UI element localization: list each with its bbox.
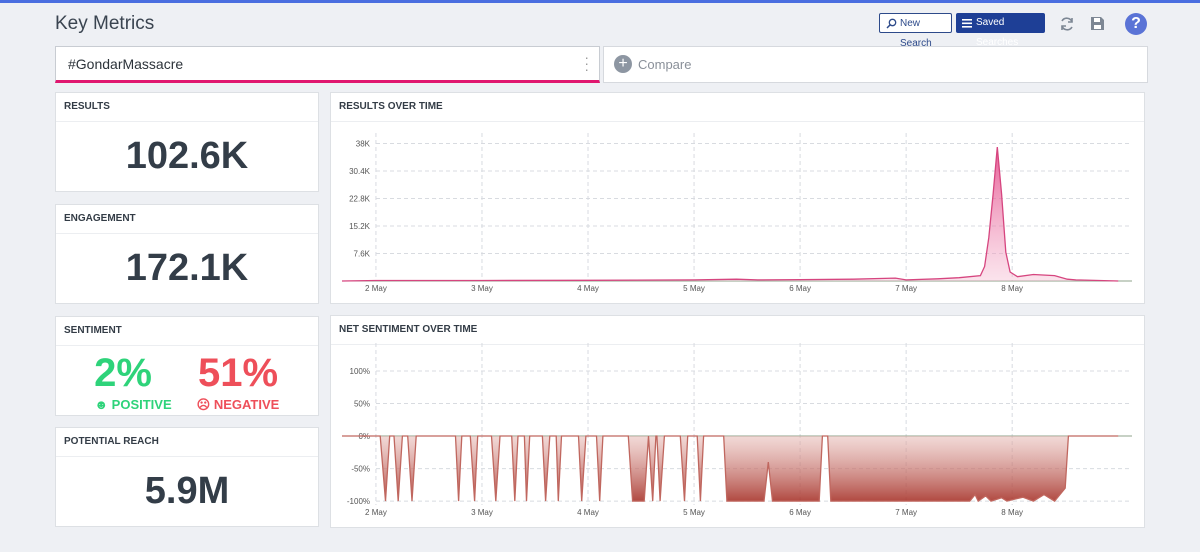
card-title: POTENTIAL REACH <box>64 436 159 447</box>
metric-card: POTENTIAL REACH 5.9M <box>55 427 319 527</box>
search-box[interactable]: #GondarMassacre · · · <box>55 46 600 83</box>
refresh-icon[interactable] <box>1059 16 1075 32</box>
menu-dots[interactable]: · · · <box>584 49 589 77</box>
y-tick-label: 38K <box>356 139 371 148</box>
metric-value: 102.6K <box>125 135 249 177</box>
area <box>342 436 1119 502</box>
label: NEGATIVE <box>213 397 280 412</box>
compare-label: Compare <box>638 57 692 72</box>
positive-value: 2% <box>94 351 152 395</box>
x-tick-label: 6 May <box>789 284 811 293</box>
chart-title: RESULTS OVER TIME <box>339 101 443 112</box>
compare-box[interactable]: + Compare <box>603 46 1148 83</box>
x-tick-label: 2 May <box>365 508 387 517</box>
x-tick-label: 3 May <box>471 508 493 517</box>
saved-searches-button[interactable]: Saved Searches <box>956 13 1045 48</box>
x-tick-label: 8 May <box>1001 508 1023 517</box>
metric-value: 172.1K <box>125 247 249 289</box>
label: POSITIVE <box>111 397 172 412</box>
card-title: RESULTS <box>64 101 110 112</box>
new-search-button[interactable]: New Search <box>879 13 952 49</box>
card-title: ENGAGEMENT <box>64 213 136 224</box>
y-tick-label: 15.2K <box>349 222 371 231</box>
button-label: New Search <box>900 18 932 49</box>
x-tick-label: 4 May <box>577 284 599 293</box>
search-icon <box>886 18 897 29</box>
save-icon[interactable] <box>1090 16 1105 31</box>
icon: ☻ <box>94 397 112 412</box>
y-tick-label: 100% <box>350 367 370 376</box>
button-label: Saved Searches <box>976 17 1019 48</box>
positive-label: ☻ POSITIVE <box>78 397 188 412</box>
top-bar <box>0 0 1200 3</box>
y-tick-label: 30.4K <box>349 167 371 176</box>
x-tick-label: 5 May <box>683 508 705 517</box>
list-icon <box>962 19 972 28</box>
y-tick-label: 50% <box>354 400 370 409</box>
x-tick-label: 4 May <box>577 508 599 517</box>
card-title: SENTIMENT <box>64 325 122 336</box>
y-tick-label: 7.6K <box>354 249 371 258</box>
x-tick-label: 7 May <box>895 508 917 517</box>
negative-label: ☹ NEGATIVE <box>183 397 293 413</box>
search-query: #GondarMassacre <box>68 56 184 72</box>
y-tick-label: 22.8K <box>349 194 371 203</box>
line <box>341 147 1119 282</box>
plus-icon: + <box>614 55 632 73</box>
icon: ☹ <box>196 397 214 412</box>
y-tick-label: -100% <box>347 497 370 506</box>
x-tick-label: 3 May <box>471 284 493 293</box>
negative-value: 51% <box>197 351 279 395</box>
x-tick-label: 6 May <box>789 508 811 517</box>
y-tick-label: -50% <box>351 465 370 474</box>
x-tick-label: 5 May <box>683 284 705 293</box>
metric-card: RESULTS 102.6K <box>55 92 319 192</box>
x-tick-label: 7 May <box>895 284 917 293</box>
sentiment-card: SENTIMENT 2% ☻ POSITIVE 51% ☹ NEGATIVE <box>55 316 319 416</box>
metric-value: 5.9M <box>144 470 230 512</box>
x-tick-label: 8 May <box>1001 284 1023 293</box>
metric-card: ENGAGEMENT 172.1K <box>55 204 319 304</box>
chart-title: NET SENTIMENT OVER TIME <box>339 324 478 335</box>
page-title: Key Metrics <box>55 13 155 34</box>
area <box>342 147 1119 281</box>
x-tick-label: 2 May <box>365 284 387 293</box>
help-button[interactable]: ? <box>1125 13 1147 35</box>
line <box>342 435 1119 503</box>
